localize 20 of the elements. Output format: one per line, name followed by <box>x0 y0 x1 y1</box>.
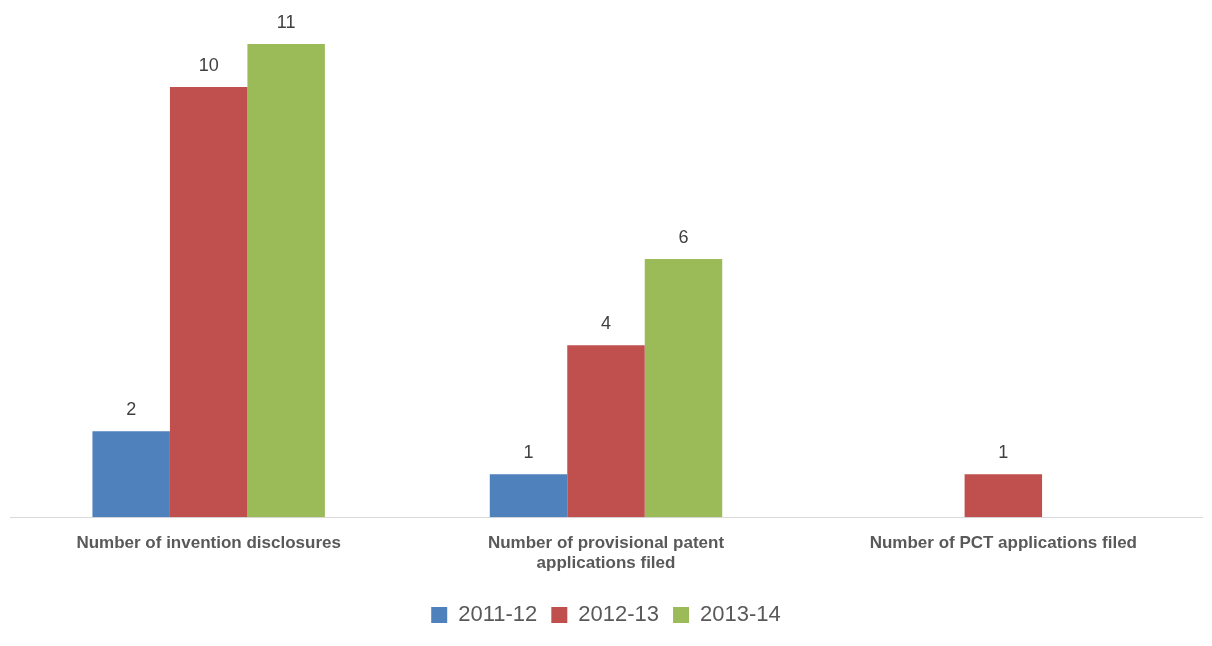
x-tick-label: Number of invention disclosures <box>76 533 341 553</box>
bar <box>964 474 1043 518</box>
bar <box>92 431 170 518</box>
x-tick-label: Number of PCT applications filed <box>869 533 1137 553</box>
bar <box>247 44 325 518</box>
x-tick-label: Number of provisional patent applications filed <box>487 533 725 573</box>
legend-label: 2012-13 <box>578 601 660 627</box>
data-label: 10 <box>198 54 219 75</box>
bar <box>644 259 723 518</box>
bar <box>169 87 248 518</box>
legend-label: 2013-14 <box>700 601 781 627</box>
data-label: 11 <box>276 11 296 32</box>
data-label: 1 <box>998 442 1009 463</box>
bar <box>567 345 645 518</box>
bar <box>489 474 568 518</box>
data-label: 2 <box>126 399 137 420</box>
data-label: 4 <box>600 313 612 334</box>
data-label: 1 <box>523 442 534 463</box>
legend-label: 2011-12 <box>458 601 538 627</box>
data-label: 6 <box>678 227 689 248</box>
